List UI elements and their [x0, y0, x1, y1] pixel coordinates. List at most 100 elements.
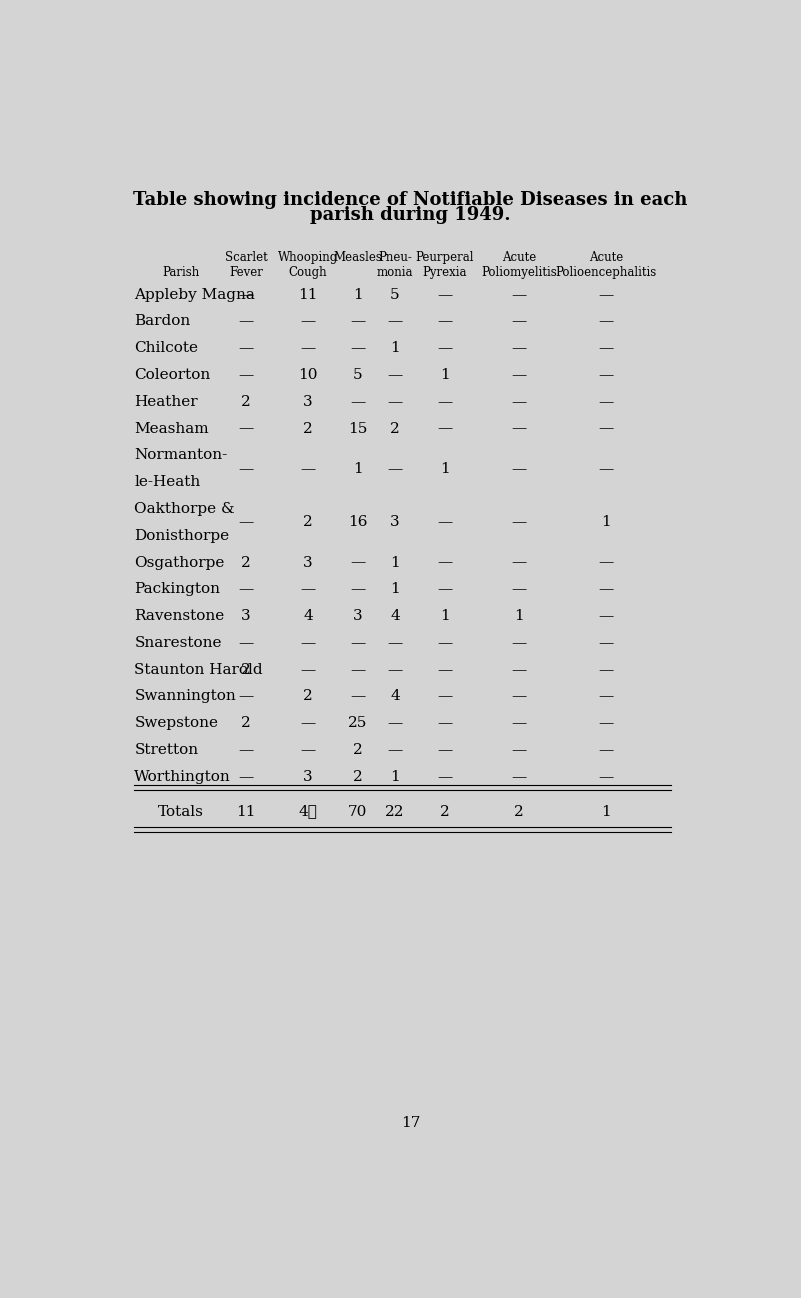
Text: —: —	[239, 689, 254, 704]
Text: —: —	[239, 636, 254, 650]
Text: 3: 3	[304, 556, 313, 570]
Text: Acute: Acute	[589, 251, 623, 263]
Text: —: —	[388, 369, 403, 382]
Text: —: —	[437, 770, 453, 784]
Text: —: —	[512, 369, 527, 382]
Text: Appleby Magna: Appleby Magna	[135, 288, 256, 301]
Text: —: —	[300, 314, 316, 328]
Text: —: —	[388, 395, 403, 409]
Text: 3: 3	[241, 609, 251, 623]
Text: Totals: Totals	[158, 805, 203, 819]
Text: 1: 1	[440, 609, 449, 623]
Text: 15: 15	[348, 422, 368, 436]
Text: 1: 1	[602, 515, 611, 530]
Text: —: —	[512, 716, 527, 731]
Text: —: —	[512, 422, 527, 436]
Text: —: —	[239, 515, 254, 530]
Text: Worthington: Worthington	[135, 770, 231, 784]
Text: —: —	[350, 395, 365, 409]
Text: —: —	[300, 341, 316, 356]
Text: Cough: Cough	[289, 266, 328, 279]
Text: —: —	[598, 663, 614, 676]
Text: —: —	[239, 422, 254, 436]
Text: —: —	[437, 288, 453, 301]
Text: 2: 2	[241, 663, 251, 676]
Text: 5: 5	[353, 369, 363, 382]
Text: 10: 10	[298, 369, 318, 382]
Text: Ravenstone: Ravenstone	[135, 609, 224, 623]
Text: Fever: Fever	[229, 266, 263, 279]
Text: Snarestone: Snarestone	[135, 636, 222, 650]
Text: 2: 2	[514, 805, 524, 819]
Text: 1: 1	[390, 770, 400, 784]
Text: —: —	[437, 636, 453, 650]
Text: —: —	[512, 395, 527, 409]
Text: —: —	[350, 689, 365, 704]
Text: 2: 2	[440, 805, 449, 819]
Text: 1: 1	[390, 341, 400, 356]
Text: 3: 3	[304, 770, 313, 784]
Text: —: —	[388, 636, 403, 650]
Text: —: —	[350, 663, 365, 676]
Text: —: —	[300, 742, 316, 757]
Text: —: —	[512, 341, 527, 356]
Text: Staunton Harold: Staunton Harold	[135, 663, 263, 676]
Text: —: —	[512, 556, 527, 570]
Text: Coleorton: Coleorton	[135, 369, 211, 382]
Text: —: —	[598, 689, 614, 704]
Text: Stretton: Stretton	[135, 742, 199, 757]
Text: —: —	[437, 395, 453, 409]
Text: 2: 2	[241, 716, 251, 731]
Text: 1: 1	[602, 805, 611, 819]
Text: 1: 1	[390, 556, 400, 570]
Text: 2: 2	[353, 742, 363, 757]
Text: —: —	[598, 462, 614, 476]
Text: —: —	[598, 556, 614, 570]
Text: —: —	[437, 515, 453, 530]
Text: 70: 70	[348, 805, 368, 819]
Text: Normanton-: Normanton-	[135, 448, 227, 462]
Text: —: —	[598, 422, 614, 436]
Text: —: —	[512, 689, 527, 704]
Text: —: —	[239, 742, 254, 757]
Text: —: —	[300, 462, 316, 476]
Text: 4⃐: 4⃐	[299, 805, 317, 819]
Text: Polioencephalitis: Polioencephalitis	[555, 266, 657, 279]
Text: —: —	[388, 314, 403, 328]
Text: 2: 2	[304, 422, 313, 436]
Text: —: —	[239, 288, 254, 301]
Text: Pyrexia: Pyrexia	[422, 266, 467, 279]
Text: Parish: Parish	[162, 266, 199, 279]
Text: —: —	[300, 663, 316, 676]
Text: —: —	[512, 663, 527, 676]
Text: Peurperal: Peurperal	[416, 251, 474, 263]
Text: —: —	[512, 288, 527, 301]
Text: —: —	[388, 742, 403, 757]
Text: 11: 11	[236, 805, 256, 819]
Text: 4: 4	[390, 689, 400, 704]
Text: —: —	[512, 314, 527, 328]
Text: Acute: Acute	[502, 251, 537, 263]
Text: —: —	[512, 462, 527, 476]
Text: Table showing incidence of Notifiable Diseases in each: Table showing incidence of Notifiable Di…	[133, 191, 688, 209]
Text: —: —	[437, 663, 453, 676]
Text: 2: 2	[304, 689, 313, 704]
Text: —: —	[598, 341, 614, 356]
Text: —: —	[437, 689, 453, 704]
Text: Donisthorpe: Donisthorpe	[135, 528, 229, 543]
Text: 1: 1	[353, 288, 363, 301]
Text: —: —	[512, 583, 527, 596]
Text: —: —	[598, 369, 614, 382]
Text: —: —	[598, 609, 614, 623]
Text: 1: 1	[440, 369, 449, 382]
Text: 1: 1	[440, 462, 449, 476]
Text: —: —	[350, 636, 365, 650]
Text: Heather: Heather	[135, 395, 198, 409]
Text: —: —	[598, 742, 614, 757]
Text: Packington: Packington	[135, 583, 220, 596]
Text: —: —	[437, 583, 453, 596]
Text: 5: 5	[390, 288, 400, 301]
Text: —: —	[598, 716, 614, 731]
Text: —: —	[350, 314, 365, 328]
Text: —: —	[300, 636, 316, 650]
